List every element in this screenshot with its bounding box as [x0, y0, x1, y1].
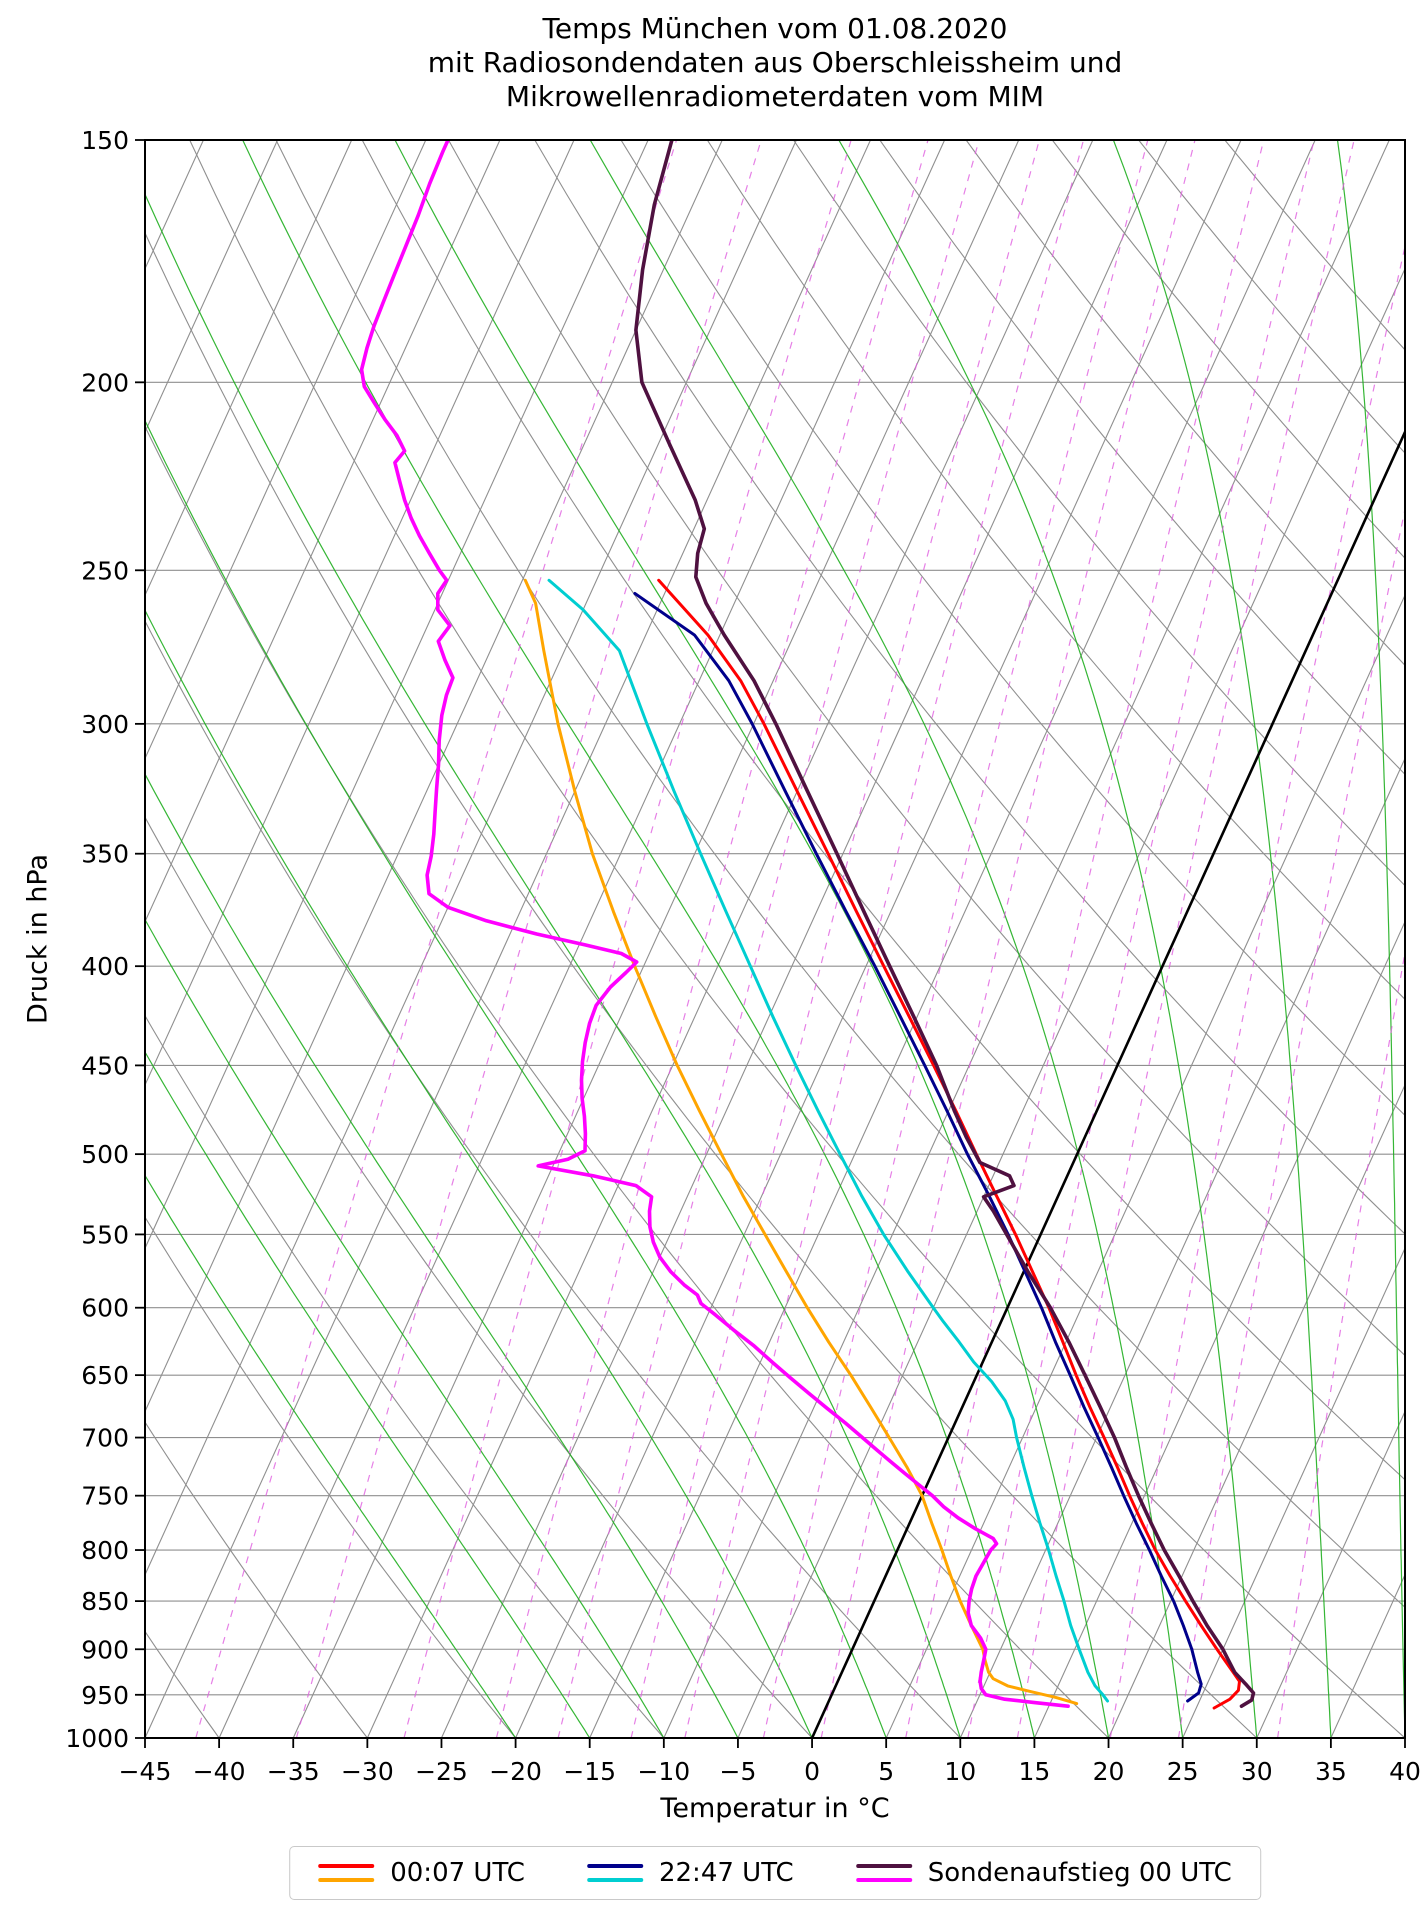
legend-swatches-0007utc [318, 1864, 375, 1882]
svg-text:−10: −10 [637, 1757, 690, 1786]
legend-label-sondenaufstieg: Sondenaufstieg 00 UTC [927, 1858, 1232, 1888]
svg-text:700: 700 [81, 1424, 129, 1453]
svg-text:0: 0 [804, 1757, 820, 1786]
svg-text:600: 600 [81, 1294, 129, 1323]
curve-temperatur-00-07-utc [657, 578, 1241, 1710]
axes: −45 −40 −35 −30 −25 −20 −15 −10 −5 0 5 10 15 20 25 30 35… [65, 126, 1421, 1786]
svg-text:−20: −20 [489, 1757, 542, 1786]
legend-line-temperature-0007utc [318, 1864, 375, 1868]
svg-text:250: 250 [81, 556, 129, 585]
legend-entry-0007utc: 00:07 UTC [318, 1858, 525, 1888]
svg-text:−25: −25 [415, 1757, 468, 1786]
svg-text:150: 150 [81, 126, 129, 155]
svg-text:350: 350 [81, 840, 129, 869]
legend-entry-2247utc: 22:47 UTC [586, 1858, 794, 1888]
curve-taupunkt-sondenaufstieg-00-utc [359, 140, 1070, 1708]
y-axis-label: Druck in hPa [22, 854, 54, 1024]
svg-text:950: 950 [81, 1681, 129, 1710]
svg-text:10: 10 [944, 1757, 976, 1786]
svg-text:400: 400 [81, 952, 129, 981]
svg-text:450: 450 [81, 1051, 129, 1080]
legend-line-dewpoint-0007utc [318, 1878, 375, 1882]
svg-text:850: 850 [81, 1587, 129, 1616]
legend-line-temperature-2247utc [586, 1864, 643, 1868]
x-axis-label: Temperatur in °C [660, 1793, 890, 1824]
chart-title-line-1: Temps München vom 01.08.2020 [542, 12, 1008, 45]
legend: 00:07 UTC 22:47 UTC Sondenaufstieg 00 UT… [289, 1846, 1261, 1900]
svg-text:−30: −30 [341, 1757, 394, 1786]
legend-swatches-sondenaufstieg [855, 1864, 912, 1882]
svg-text:40: 40 [1389, 1757, 1421, 1786]
curve-taupunkt-00-07-utc [523, 578, 1079, 1706]
svg-text:750: 750 [81, 1482, 129, 1511]
svg-text:35: 35 [1315, 1757, 1347, 1786]
legend-line-dewpoint-sonde [855, 1878, 912, 1882]
svg-text:1000: 1000 [65, 1724, 129, 1753]
dry-adiabats [145, 140, 1405, 1738]
chart-title: Temps München vom 01.08.2020 mit Radioso… [145, 12, 1405, 114]
x-tick-labels: −45 −40 −35 −30 −25 −20 −15 −10 −5 0 5 10 15 20 25 30 35… [119, 1738, 1421, 1786]
svg-text:−40: −40 [193, 1757, 246, 1786]
legend-label-2247utc: 22:47 UTC [658, 1858, 794, 1888]
curve-temperatur-22-47-utc [633, 592, 1203, 1703]
svg-text:650: 650 [81, 1361, 129, 1390]
pressure-gridlines [145, 140, 1405, 1738]
legend-line-temperature-sonde [855, 1864, 912, 1868]
legend-label-0007utc: 00:07 UTC [390, 1858, 525, 1888]
svg-text:5: 5 [878, 1757, 894, 1786]
svg-text:−35: −35 [267, 1757, 320, 1786]
chart-title-line-3: Mikrowellenradiometerdaten vom MIM [505, 80, 1045, 114]
legend-line-dewpoint-2247utc [586, 1878, 643, 1882]
legend-entry-sondenaufstieg: Sondenaufstieg 00 UTC [855, 1858, 1232, 1888]
profile-curves [359, 140, 1256, 1710]
svg-text:−5: −5 [720, 1757, 757, 1786]
curve-temperatur-sondenaufstieg-00-utc [634, 140, 1256, 1708]
mixing-ratio-lines [195, 140, 1405, 1738]
svg-text:15: 15 [1019, 1757, 1051, 1786]
svg-text:−45: −45 [119, 1757, 172, 1786]
svg-text:25: 25 [1167, 1757, 1199, 1786]
y-tick-labels: 150 200 250 300 350 400 450 500 550 600 650 700 750 8… [65, 126, 145, 1753]
zero-isotherm [810, 428, 1405, 1738]
svg-text:500: 500 [81, 1140, 129, 1169]
legend-swatches-2247utc [586, 1864, 643, 1882]
svg-text:900: 900 [81, 1635, 129, 1664]
svg-text:550: 550 [81, 1220, 129, 1249]
svg-text:−15: −15 [563, 1757, 616, 1786]
isotherm-lines [145, 140, 1405, 1738]
svg-text:800: 800 [81, 1536, 129, 1565]
svg-text:30: 30 [1241, 1757, 1273, 1786]
svg-text:20: 20 [1093, 1757, 1125, 1786]
curve-taupunkt-22-47-utc [547, 578, 1109, 1703]
svg-text:200: 200 [81, 368, 129, 397]
chart-title-line-2: mit Radiosondendaten aus Oberschleisshei… [427, 46, 1123, 80]
svg-text:300: 300 [81, 710, 129, 739]
